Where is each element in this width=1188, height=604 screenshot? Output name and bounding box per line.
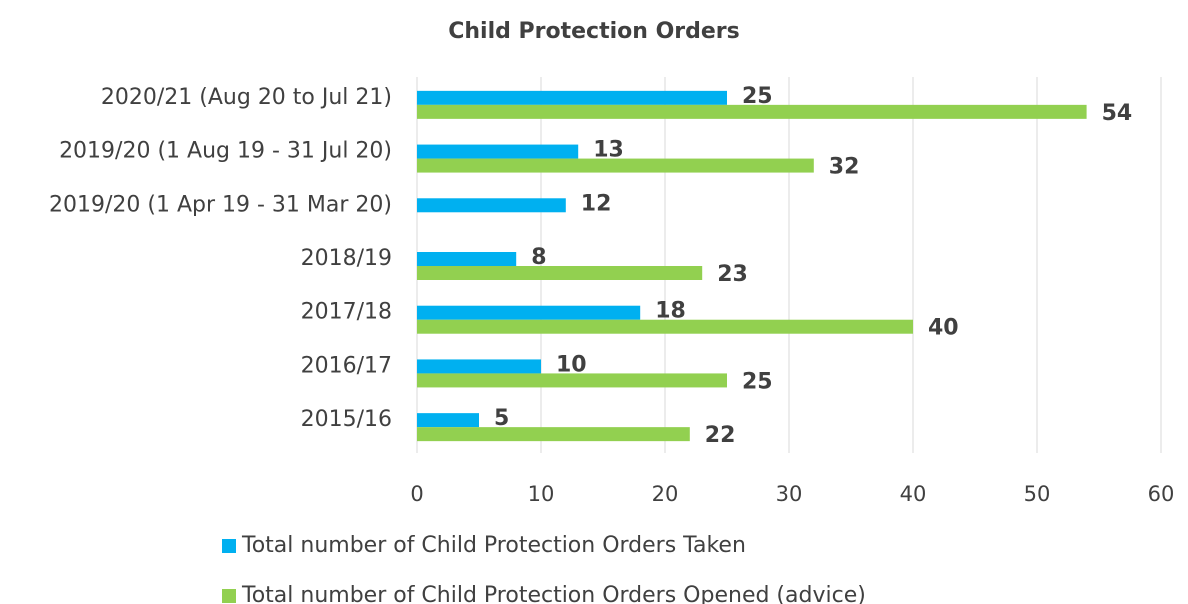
- legend-swatch: [222, 539, 236, 553]
- legend-label: Total number of Child Protection Orders …: [241, 533, 746, 558]
- x-tick-label: 40: [900, 482, 927, 506]
- data-label: 25: [742, 369, 773, 394]
- bar: [417, 144, 579, 159]
- x-tick-label: 0: [410, 482, 423, 506]
- data-label: 54: [1102, 101, 1133, 126]
- bar: [417, 359, 541, 374]
- data-label: 22: [705, 423, 736, 448]
- data-label: 5: [494, 406, 509, 431]
- bar: [417, 104, 1087, 119]
- bar: [417, 373, 727, 388]
- y-tick-label: 2016/17: [301, 353, 392, 378]
- bar: [417, 252, 517, 266]
- data-label: 18: [655, 299, 686, 324]
- legend-label: Total number of Child Protection Orders …: [241, 583, 866, 604]
- bar: [417, 90, 727, 105]
- data-label: 8: [531, 245, 546, 270]
- x-tick-label: 50: [1024, 482, 1051, 506]
- y-tick-label: 2018/19: [301, 246, 392, 271]
- data-label: 13: [593, 138, 624, 163]
- data-label: 25: [742, 84, 773, 109]
- y-tick-label: 2019/20 (1 Apr 19 - 31 Mar 20): [49, 192, 392, 217]
- legend-swatch: [222, 589, 236, 603]
- data-label: 32: [829, 155, 860, 180]
- x-tick-label: 60: [1148, 482, 1175, 506]
- bar: [417, 266, 703, 280]
- data-label: 40: [928, 316, 959, 341]
- x-tick-label: 30: [776, 482, 803, 506]
- bar: [417, 413, 479, 428]
- y-tick-label: 2020/21 (Aug 20 to Jul 21): [101, 85, 392, 110]
- data-label: 12: [581, 191, 612, 216]
- bar: [417, 158, 814, 173]
- y-tick-label: 2015/16: [301, 407, 392, 432]
- data-label: 10: [556, 352, 587, 377]
- x-tick-label: 20: [652, 482, 679, 506]
- bar: [417, 198, 566, 213]
- data-label: 23: [717, 262, 748, 287]
- chart-title: Child Protection Orders: [448, 19, 740, 44]
- y-tick-label: 2019/20 (1 Aug 19 - 31 Jul 20): [59, 139, 392, 164]
- bar: [417, 427, 690, 442]
- bar: [417, 305, 641, 320]
- x-tick-label: 10: [528, 482, 555, 506]
- y-tick-label: 2017/18: [301, 300, 392, 325]
- bar: [417, 319, 913, 334]
